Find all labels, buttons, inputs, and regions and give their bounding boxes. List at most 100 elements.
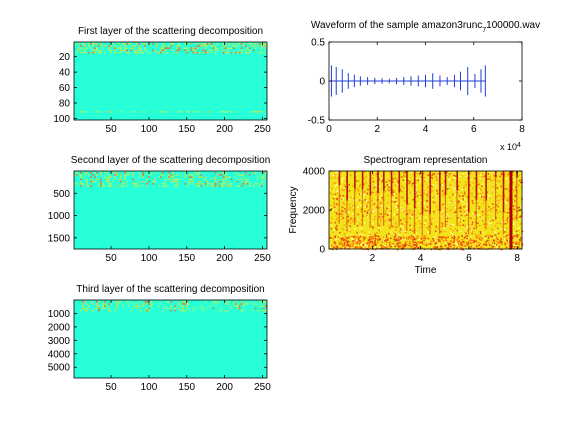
spectrogram-cell (366, 205, 368, 208)
spectrogram-cell (518, 238, 521, 241)
heatmap-cell (174, 180, 177, 183)
spectrogram-cell (462, 248, 464, 251)
spectrogram-cell (474, 211, 477, 213)
heatmap-cell (114, 174, 116, 176)
spectrogram-cell (384, 247, 387, 249)
spectrogram-cell (392, 218, 395, 220)
heatmap-cell (114, 51, 116, 54)
spectrogram-band (439, 211, 441, 234)
heatmap-cell (252, 172, 255, 174)
spectrogram-cell (414, 244, 417, 246)
heatmap-cell (98, 45, 100, 47)
spectrogram-cell (432, 217, 435, 220)
heatmap-cell (244, 49, 247, 52)
spectrogram-cell (505, 210, 507, 213)
heatmap-cell (116, 303, 118, 305)
spectrogram-cell (358, 239, 361, 242)
heatmap-cell (100, 45, 102, 47)
spectrogram-cell (458, 218, 460, 221)
spectrogram-cell (334, 182, 337, 184)
heatmap-cell (228, 301, 231, 303)
heatmap-cell (116, 172, 118, 174)
spectrogram-cell (415, 242, 418, 244)
spectrogram-cell (460, 217, 463, 220)
spectrogram-cell (367, 201, 370, 203)
heatmap-cell (168, 176, 171, 178)
heatmap-cell (242, 174, 245, 176)
spectrogram-cell (409, 240, 411, 243)
spectrogram-cell (411, 185, 414, 187)
spectrogram-cell (387, 206, 390, 209)
spectrogram-cell (518, 243, 520, 245)
spectrogram-cell (388, 180, 391, 182)
spectrogram-cell (446, 173, 449, 176)
heatmap-cell (180, 309, 183, 312)
spectrogram-cell (475, 235, 478, 238)
heatmap-cell (90, 178, 92, 181)
spectrogram-cell (452, 230, 454, 232)
spectrogram-cell (413, 244, 416, 246)
spectrogram-cell (494, 231, 497, 233)
heatmap-cell (176, 305, 179, 307)
spectrogram-cell (396, 226, 398, 228)
heatmap-cell (238, 185, 241, 187)
heatmap-cell (142, 176, 144, 178)
heatmap-cell (224, 176, 227, 178)
heatmap-cell (104, 172, 106, 174)
spectrogram-cell (344, 240, 346, 242)
spectrogram-cell (450, 240, 452, 242)
heatmap-cell (122, 43, 124, 45)
heatmap-cell (156, 51, 159, 54)
spectrogram-cell (386, 184, 389, 186)
spectrogram-cell (331, 193, 334, 196)
spectrogram-cell (355, 220, 357, 222)
heatmap-cell (168, 47, 171, 49)
heatmap-cell (262, 307, 265, 310)
spectrogram-cell (410, 247, 412, 250)
heatmap-cell (82, 307, 84, 310)
spectrogram-cell (442, 193, 445, 195)
heatmap-cell (86, 180, 88, 183)
spectrogram-cell (516, 242, 518, 244)
spectrogram-cell (453, 189, 455, 192)
spectrogram-cell (372, 174, 375, 176)
spectrogram-cell (462, 240, 465, 243)
spectrogram-cell (341, 178, 343, 181)
spectrogram-cell (405, 171, 407, 174)
spectrogram-cell (483, 196, 485, 198)
heatmap-cell (200, 176, 203, 178)
spectrogram-cell (496, 245, 498, 247)
spectrogram-cell (401, 185, 403, 188)
heatmap-cell (106, 172, 108, 174)
heatmap-cell (112, 180, 114, 183)
spectrogram-cell (423, 192, 426, 195)
spectrogram-band (406, 203, 408, 231)
spectrogram-cell (398, 246, 400, 248)
spectrogram-cell (333, 195, 336, 197)
heatmap-cell (184, 301, 187, 303)
spectrogram-cell (415, 179, 417, 181)
spectrogram-cell (411, 183, 414, 185)
spectrogram-cell (471, 187, 474, 190)
spectrogram-cell (408, 182, 410, 185)
heatmap-cell (100, 172, 102, 174)
heatmap-cell (92, 51, 94, 54)
spectrogram-cell (504, 239, 506, 241)
spectrogram-cell (396, 243, 399, 245)
spectrogram-cell (381, 241, 384, 244)
heatmap-cell (226, 49, 229, 52)
heatmap-cell (84, 49, 86, 52)
spectrogram-cell (336, 217, 338, 219)
heatmap-cell (204, 301, 207, 303)
heatmap-cell (102, 183, 104, 185)
spectrogram-cell (331, 187, 333, 190)
spectrogram-cell (476, 237, 478, 239)
spectrogram-cell (335, 203, 338, 205)
spectrogram-cell (431, 186, 434, 188)
heatmap-cell (244, 183, 247, 185)
spectrogram-cell (424, 209, 426, 212)
spectrogram-cell (329, 221, 332, 224)
spectrogram-cell (386, 188, 389, 191)
